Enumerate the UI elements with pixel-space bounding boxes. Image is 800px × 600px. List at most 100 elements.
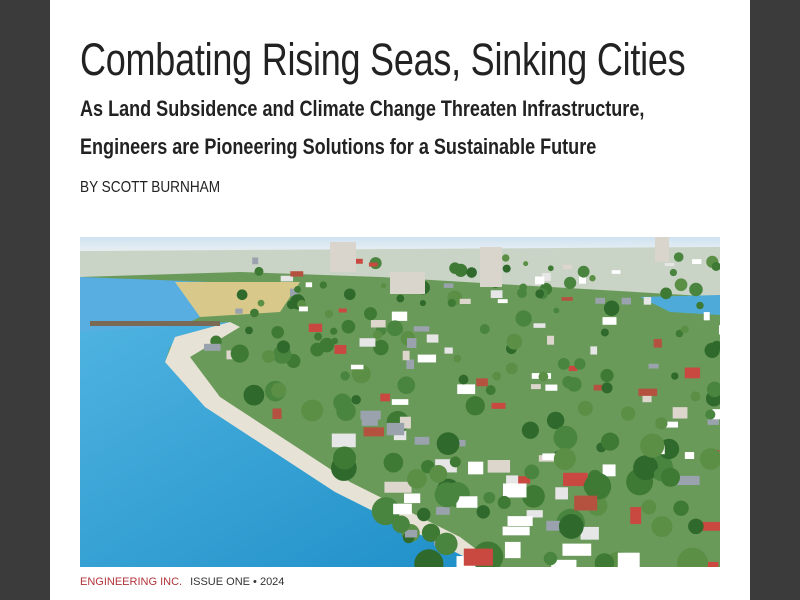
tree	[563, 276, 577, 290]
tree	[340, 371, 350, 381]
tree	[435, 532, 458, 556]
building	[621, 297, 631, 305]
tree	[257, 299, 265, 307]
tree	[699, 448, 720, 470]
building	[707, 417, 720, 425]
building	[331, 433, 356, 448]
building	[574, 495, 598, 511]
building	[563, 472, 588, 487]
tree	[677, 547, 709, 567]
building	[459, 298, 471, 304]
tree	[620, 406, 636, 421]
building	[638, 388, 658, 396]
building	[703, 312, 710, 321]
tree	[538, 371, 549, 382]
building	[545, 384, 558, 391]
building	[503, 483, 527, 498]
building	[393, 503, 412, 515]
tree	[558, 514, 584, 539]
neighborhood	[204, 237, 720, 567]
tree	[372, 330, 383, 340]
river	[640, 295, 720, 315]
building	[426, 334, 439, 343]
tree	[479, 324, 490, 335]
building	[393, 430, 407, 441]
tree	[397, 376, 416, 395]
building	[384, 481, 412, 493]
tree	[603, 300, 620, 317]
tree	[696, 301, 704, 310]
building	[399, 416, 411, 429]
tree	[261, 349, 275, 363]
tree	[429, 464, 448, 483]
tree	[319, 337, 335, 353]
building	[436, 506, 450, 515]
tree	[502, 264, 511, 273]
tree	[674, 278, 688, 292]
tree	[449, 262, 461, 274]
tree	[689, 282, 703, 297]
building	[516, 476, 531, 484]
tree	[523, 261, 529, 267]
tree	[319, 281, 327, 289]
tree	[466, 267, 477, 278]
building	[590, 346, 598, 355]
building	[406, 338, 417, 348]
building	[338, 308, 347, 313]
building	[457, 384, 476, 395]
tree	[553, 448, 576, 471]
building	[507, 516, 533, 526]
tree	[243, 384, 265, 406]
tree	[332, 446, 357, 470]
tree	[371, 497, 400, 526]
building	[370, 319, 386, 328]
building	[718, 325, 720, 335]
building	[497, 299, 508, 304]
tree	[330, 327, 338, 335]
building	[414, 436, 430, 445]
tower	[330, 242, 356, 272]
tree	[502, 254, 510, 262]
building	[404, 529, 418, 538]
building	[468, 461, 484, 475]
tree	[343, 288, 356, 301]
tree	[583, 477, 602, 496]
building	[391, 399, 409, 405]
tree	[577, 400, 593, 416]
tree	[351, 395, 361, 405]
building	[360, 410, 381, 420]
building	[705, 561, 719, 567]
building	[235, 308, 243, 314]
building	[617, 552, 640, 567]
tree	[392, 515, 410, 534]
tree	[589, 275, 596, 282]
tree	[271, 325, 284, 339]
tree	[547, 265, 554, 272]
building	[533, 323, 546, 328]
publication-name: ENGINEERING INC.	[80, 576, 183, 588]
tree	[675, 329, 684, 338]
tree	[301, 399, 324, 422]
building	[593, 384, 605, 391]
tree	[453, 354, 462, 363]
building	[684, 367, 701, 379]
building	[642, 390, 652, 403]
building	[350, 364, 364, 370]
tree	[557, 357, 570, 370]
building	[595, 297, 606, 304]
building	[580, 526, 599, 540]
building	[677, 475, 700, 486]
tree	[505, 362, 518, 375]
tower	[390, 272, 425, 294]
tree	[236, 289, 248, 301]
tree	[515, 310, 532, 327]
tree	[660, 467, 681, 487]
tree	[543, 551, 558, 566]
tree	[516, 288, 527, 299]
building	[648, 363, 659, 369]
tree	[705, 409, 716, 420]
tree	[546, 411, 565, 430]
building	[402, 350, 410, 361]
tree	[506, 333, 523, 350]
tree	[387, 320, 403, 337]
